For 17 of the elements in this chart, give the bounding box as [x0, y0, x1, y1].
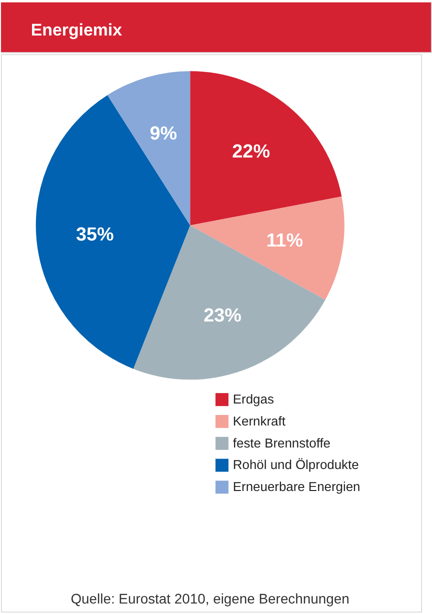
data-label: 11% — [266, 230, 304, 252]
data-label: 35% — [76, 224, 114, 246]
pie-slice — [190, 196, 344, 300]
legend-label: Kernkraft — [232, 413, 286, 428]
source-note: Quelle: Eurostat 2010, eigene Berechnungen — [70, 590, 350, 607]
data-label: 23% — [204, 305, 242, 326]
pie-slice — [133, 225, 326, 380]
pie-slice — [36, 95, 190, 369]
legend-label: Erdgas — [232, 392, 274, 407]
pie-slice — [107, 71, 190, 226]
chart-title: Energiemix — [30, 20, 123, 40]
legend-label: Rohöl und Ölprodukte — [232, 457, 359, 472]
data-label: 22% — [232, 142, 270, 163]
legend-label: feste Brennstoffe — [232, 435, 330, 450]
legend-label: Erneuerbare Energien — [232, 479, 360, 494]
data-label: 9% — [150, 123, 178, 144]
pie-slice — [190, 71, 342, 226]
